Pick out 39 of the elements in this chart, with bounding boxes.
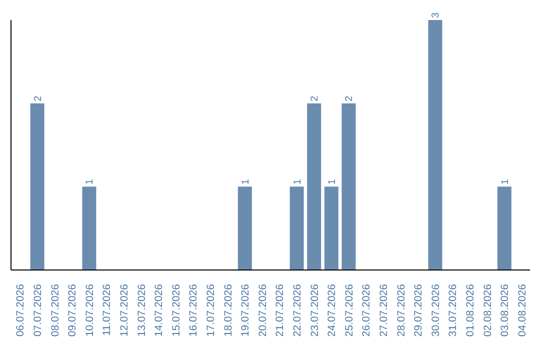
x-tick-label: 27.07.2026 <box>378 284 390 337</box>
data-label: 1 <box>240 178 252 185</box>
x-tick-label: 28.07.2026 <box>395 284 408 337</box>
x-tick-label: 04.08.2026 <box>516 284 528 337</box>
data-label: 2 <box>344 95 356 102</box>
x-tick-label: 15.07.2026 <box>170 284 182 337</box>
x-tick-label: 22.07.2026 <box>291 284 304 337</box>
x-tick-label: 01.08.2026 <box>464 284 476 337</box>
x-tick-label: 30.07.2026 <box>430 284 442 337</box>
x-tick-label: 29.07.2026 <box>412 284 425 337</box>
x-tick-label: 25.07.2026 <box>343 284 356 337</box>
x-tick-label: 02.08.2026 <box>482 284 494 337</box>
x-tick-label: 03.08.2026 <box>499 284 512 337</box>
x-tick-label: 17.07.2026 <box>204 284 217 337</box>
data-label: 1 <box>500 178 511 185</box>
x-tick-label: 06.07.2026 <box>14 284 27 337</box>
x-tick-label: 14.07.2026 <box>153 284 166 337</box>
data-label: 2 <box>32 95 44 102</box>
x-tick-label: 20.07.2026 <box>256 284 269 337</box>
data-label: 1 <box>326 178 338 185</box>
x-tick-label: 23.07.2026 <box>308 284 321 337</box>
x-tick-label: 18.07.2026 <box>222 284 234 337</box>
x-tick-label: 24.07.2026 <box>326 284 338 337</box>
x-tick-label: 26.07.2026 <box>360 284 373 337</box>
data-label: 1 <box>292 178 304 185</box>
x-tick-label: 31.07.2026 <box>447 284 460 337</box>
data-label: 2 <box>310 95 321 102</box>
x-tick-label: 13.07.2026 <box>136 284 148 337</box>
x-tick-label: 11.07.2026 <box>101 284 114 336</box>
x-tick-label: 19.07.2026 <box>240 284 252 337</box>
x-tick-label: 16.07.2026 <box>188 284 200 337</box>
x-tick-label: 10.07.2026 <box>84 284 96 337</box>
x-tick-label: 08.07.2026 <box>49 284 62 337</box>
data-label: 3 <box>430 12 442 18</box>
x-tick-label: 21.07.2026 <box>274 284 286 337</box>
x-tick-label: 07.07.2026 <box>32 284 44 337</box>
x-tick-label: 12.07.2026 <box>118 284 130 337</box>
x-tick-label: 09.07.2026 <box>66 284 79 337</box>
data-label: 1 <box>84 178 96 185</box>
